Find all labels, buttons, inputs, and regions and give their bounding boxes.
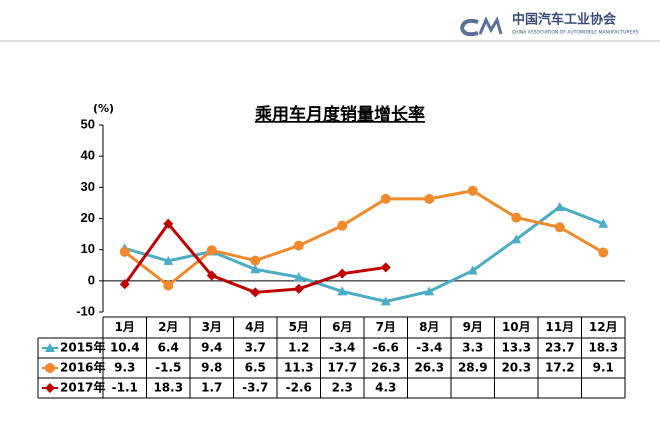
table-value: 17.2 bbox=[545, 361, 575, 375]
table-value: 3.7 bbox=[245, 341, 266, 355]
table-value: 9.3 bbox=[114, 361, 135, 375]
y-tick-label: -10 bbox=[76, 303, 95, 318]
org-name-en: CHINA ASSOCIATION OF AUTOMOBILE MANUFACT… bbox=[512, 30, 639, 36]
table-value: 18.3 bbox=[588, 341, 618, 355]
logo: 中国汽车工业协会 CHINA ASSOCIATION OF AUTOMOBILE… bbox=[459, 12, 639, 37]
table-value: 3.3 bbox=[462, 341, 483, 355]
marker bbox=[337, 268, 348, 279]
table-value: 26.3 bbox=[371, 361, 401, 375]
table-value: 20.3 bbox=[501, 361, 531, 375]
table-value: -3.4 bbox=[416, 341, 442, 355]
x-tick-label: 1月 bbox=[115, 320, 135, 334]
marker bbox=[250, 264, 261, 274]
series-line bbox=[123, 189, 605, 288]
y-tick-label: 10 bbox=[81, 241, 95, 256]
y-tick-label: 30 bbox=[81, 179, 95, 194]
x-tick-label: 6月 bbox=[332, 320, 352, 334]
table-value: 4.3 bbox=[375, 381, 396, 395]
marker bbox=[337, 286, 348, 296]
table-value: -6.6 bbox=[373, 341, 399, 355]
legend-marker bbox=[45, 343, 55, 352]
marker bbox=[119, 279, 130, 290]
x-tick-label: 2月 bbox=[158, 320, 178, 334]
marker bbox=[598, 218, 609, 228]
table-value: -3.7 bbox=[242, 381, 268, 395]
x-tick-label: 5月 bbox=[289, 320, 309, 334]
marker bbox=[250, 287, 261, 298]
table-value: 2.3 bbox=[332, 381, 353, 395]
legend-label: 2015年 bbox=[60, 340, 105, 355]
table-value: 10.4 bbox=[110, 341, 140, 355]
marker bbox=[293, 283, 304, 294]
table-value: 9.4 bbox=[201, 341, 222, 355]
x-tick-label: 3月 bbox=[202, 320, 222, 334]
table-value: 17.7 bbox=[327, 361, 357, 375]
marker bbox=[163, 280, 174, 291]
x-tick-label: 11月 bbox=[545, 320, 574, 334]
marker bbox=[467, 185, 478, 196]
x-tick-label: 7月 bbox=[376, 320, 396, 334]
x-tick-label: 4月 bbox=[245, 320, 265, 334]
legend-marker bbox=[45, 383, 55, 393]
table-value: 28.9 bbox=[458, 361, 488, 375]
marker bbox=[598, 247, 609, 258]
marker bbox=[424, 286, 435, 296]
chart-title: 乘用车月度销量增长率 bbox=[254, 104, 425, 125]
table-value: 18.3 bbox=[153, 381, 183, 395]
table-value: 6.4 bbox=[158, 341, 179, 355]
marker bbox=[424, 193, 435, 204]
y-axis-label: (%) bbox=[93, 102, 114, 115]
marker bbox=[163, 218, 174, 229]
marker bbox=[337, 220, 348, 231]
table-value: 13.3 bbox=[501, 341, 531, 355]
marker bbox=[206, 270, 217, 281]
table-value: 9.8 bbox=[201, 361, 222, 375]
marker bbox=[380, 296, 391, 306]
table-value: 6.5 bbox=[245, 361, 266, 375]
x-tick-label: 10月 bbox=[502, 320, 531, 334]
marker bbox=[554, 222, 565, 233]
marker bbox=[511, 212, 522, 223]
marker bbox=[511, 234, 522, 244]
marker bbox=[250, 255, 261, 266]
legend-label: 2016年 bbox=[60, 360, 105, 375]
table-value: 11.3 bbox=[284, 361, 314, 375]
y-tick-label: 0 bbox=[88, 272, 95, 287]
series-line bbox=[124, 205, 604, 303]
y-tick-label: 20 bbox=[81, 210, 95, 225]
x-tick-label: 12月 bbox=[589, 320, 618, 334]
y-tick-label: 40 bbox=[81, 148, 95, 163]
org-name: 中国汽车工业协会 bbox=[512, 12, 617, 28]
table-value: 1.2 bbox=[288, 341, 309, 355]
y-tick-label: 50 bbox=[81, 116, 95, 131]
table-value: -3.4 bbox=[329, 341, 355, 355]
marker bbox=[554, 201, 565, 211]
marker bbox=[380, 193, 391, 204]
marker bbox=[206, 245, 217, 256]
marker bbox=[293, 240, 304, 251]
table-value: -1.1 bbox=[112, 381, 138, 395]
x-tick-label: 9月 bbox=[463, 320, 483, 334]
marker bbox=[163, 255, 174, 265]
legend-marker bbox=[45, 363, 55, 373]
table-value: -2.6 bbox=[286, 381, 312, 395]
table-value: 23.7 bbox=[545, 341, 575, 355]
logo-mark bbox=[459, 18, 479, 37]
logo-mark bbox=[478, 16, 503, 35]
table-value: 26.3 bbox=[414, 361, 444, 375]
legend-label: 2017年 bbox=[60, 380, 105, 395]
table-value: -1.5 bbox=[155, 361, 181, 375]
table-value: 1.7 bbox=[201, 381, 222, 395]
marker bbox=[119, 246, 130, 257]
x-tick-label: 8月 bbox=[419, 320, 439, 334]
marker bbox=[467, 265, 478, 275]
marker bbox=[293, 272, 304, 282]
marker bbox=[380, 262, 391, 273]
table-value: 9.1 bbox=[593, 361, 614, 375]
